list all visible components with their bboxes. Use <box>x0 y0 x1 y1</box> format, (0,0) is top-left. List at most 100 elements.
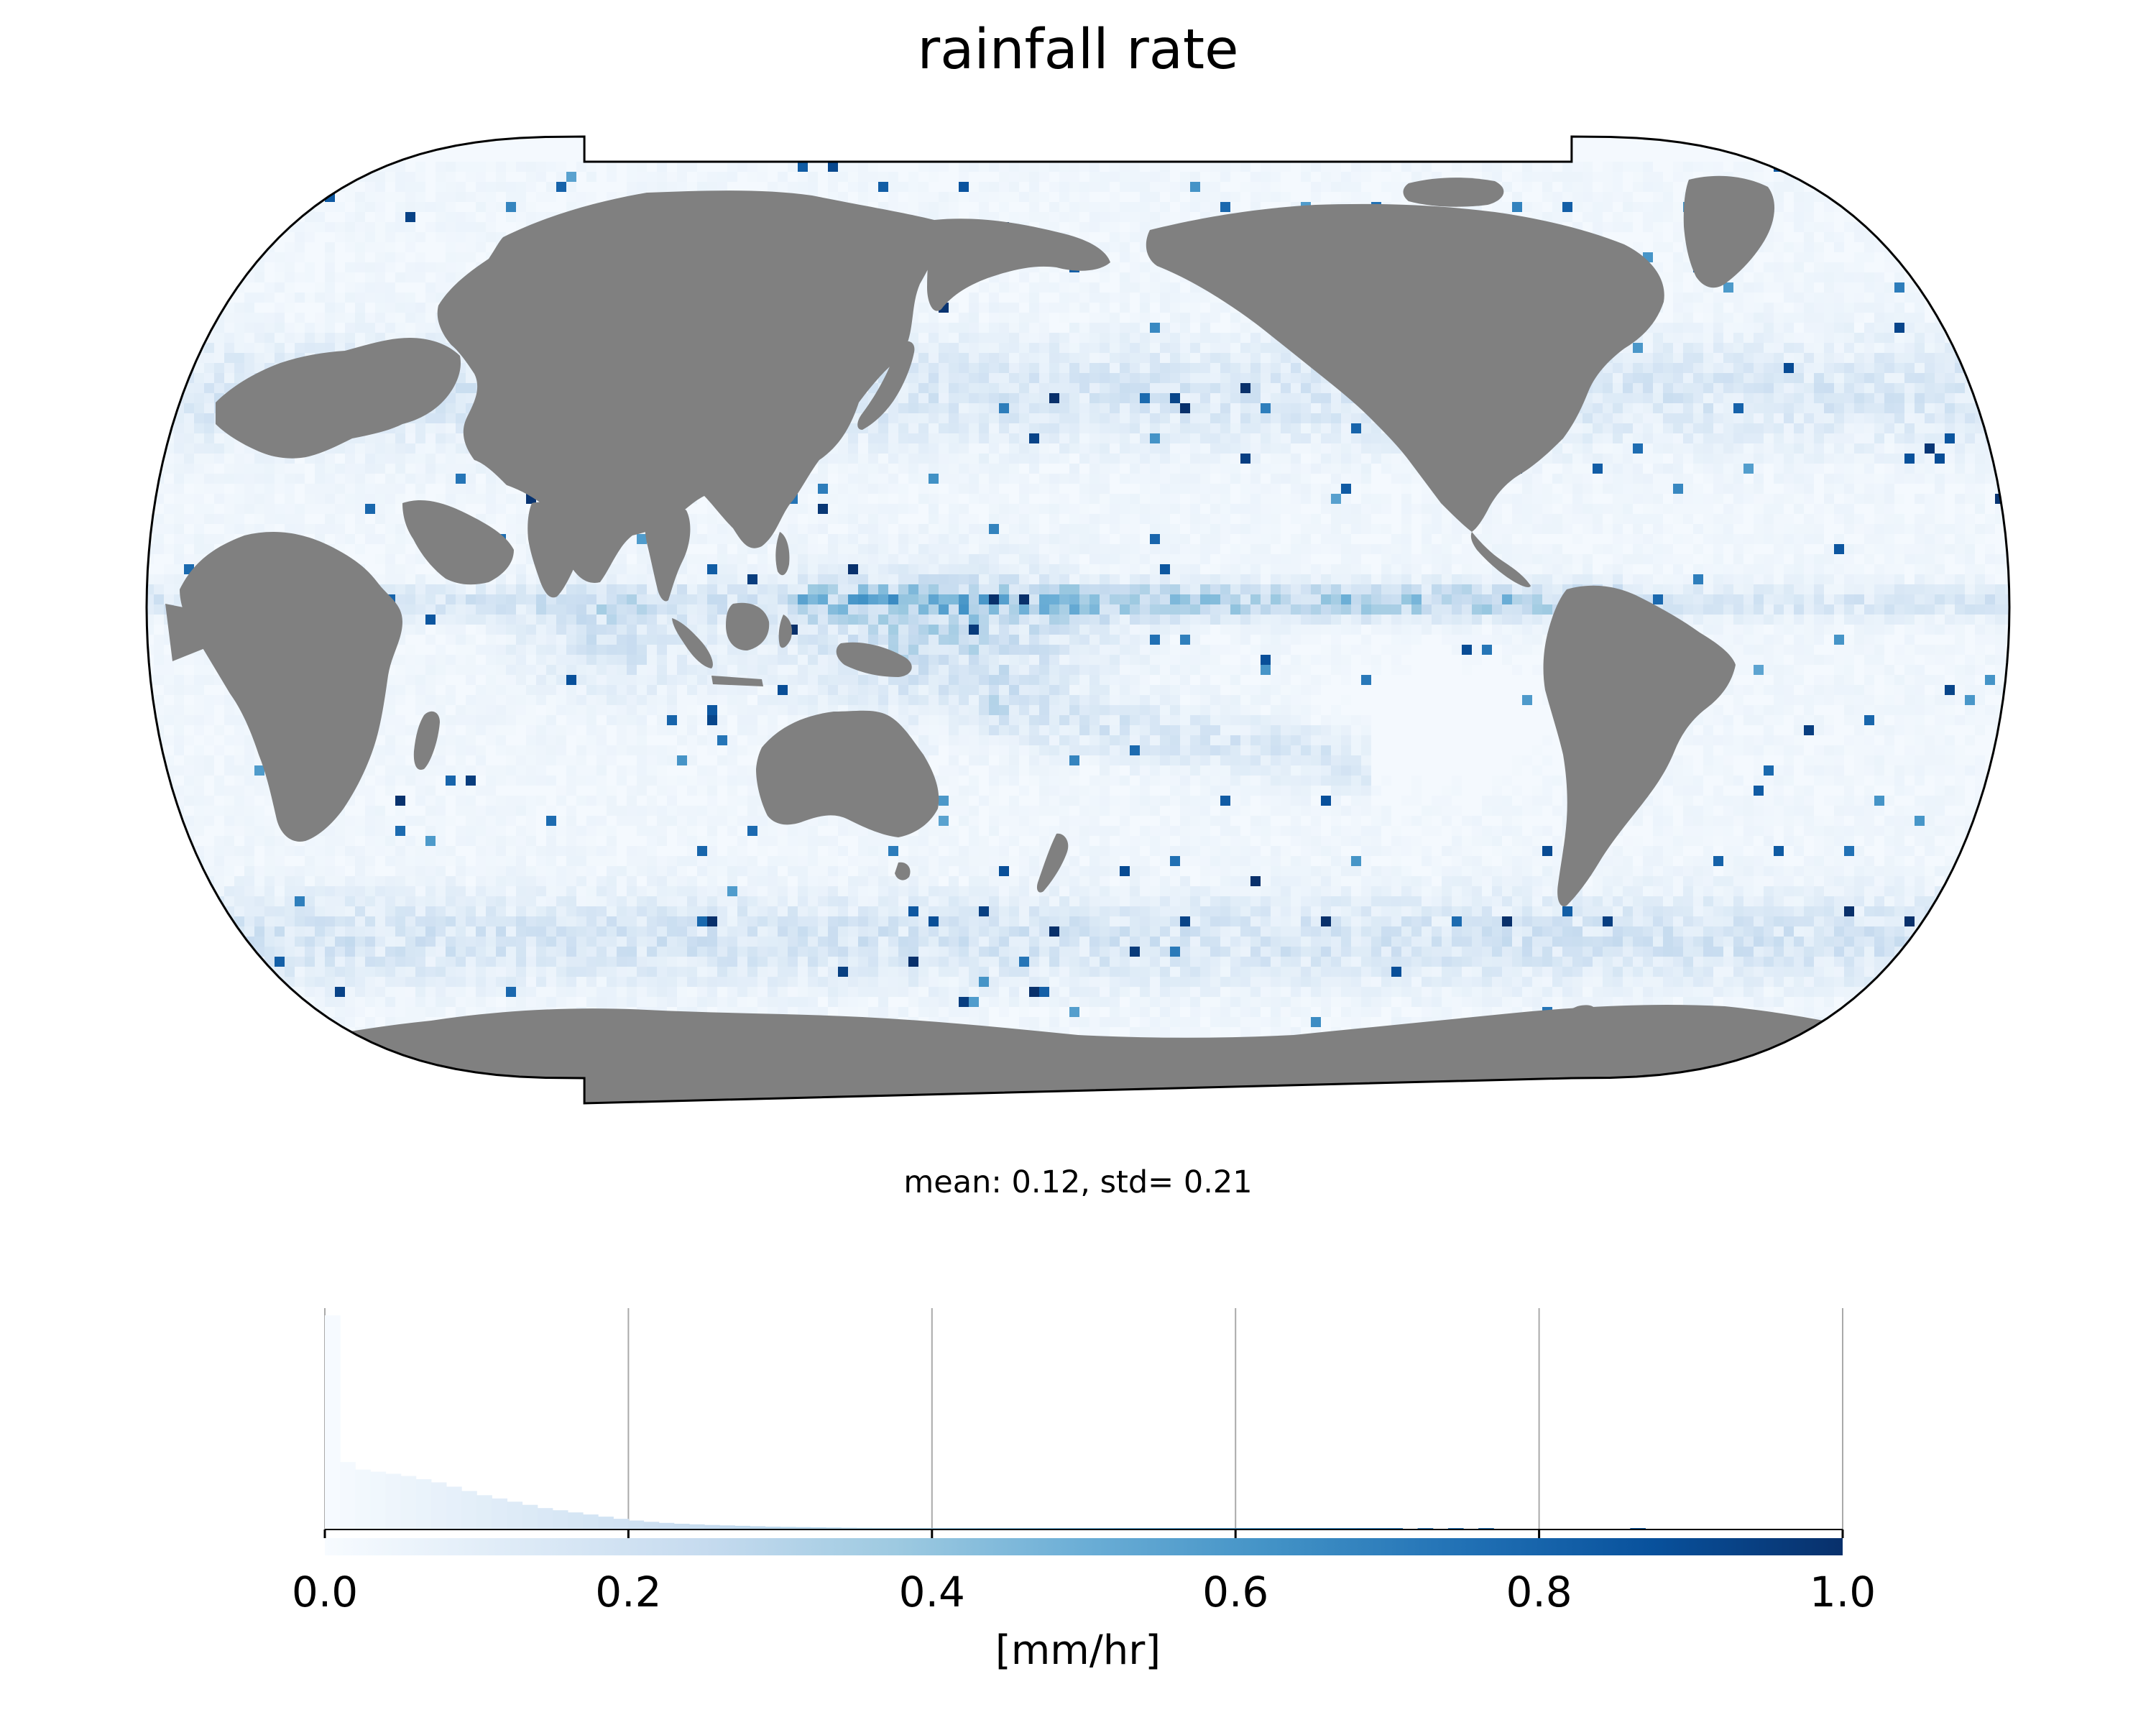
precipitation-cell <box>224 474 234 484</box>
precipitation-cell <box>365 293 375 303</box>
precipitation-cell <box>1110 383 1120 393</box>
precipitation-cell <box>1150 393 1160 403</box>
precipitation-cell <box>1311 413 1321 423</box>
precipitation-cell <box>989 282 999 293</box>
precipitation-cell <box>1693 282 1703 293</box>
precipitation-cell <box>1281 443 1291 454</box>
precipitation-cell <box>1180 373 1190 383</box>
precipitation-cell <box>1824 232 1834 242</box>
precipitation-cell <box>275 282 285 293</box>
precipitation-cell <box>1089 464 1100 474</box>
precipitation-cell <box>969 423 979 433</box>
precipitation-cell <box>1633 393 1643 403</box>
precipitation-cell <box>345 232 355 242</box>
precipitation-cell <box>1180 464 1190 474</box>
precipitation-cell <box>949 403 959 413</box>
precipitation-cell <box>1834 464 1844 474</box>
precipitation-cell <box>1733 363 1743 373</box>
precipitation-cell <box>385 293 395 303</box>
precipitation-cell <box>1844 333 1854 343</box>
precipitation-cell <box>1160 413 1170 423</box>
precipitation-cell <box>1995 413 2005 423</box>
precipitation-cell <box>2005 192 2009 202</box>
precipitation-cell <box>1985 313 1995 323</box>
precipitation-cell <box>2005 172 2009 182</box>
precipitation-cell <box>305 192 315 202</box>
precipitation-cell <box>637 172 647 182</box>
precipitation-cell <box>1170 182 1180 192</box>
precipitation-cell <box>888 172 898 182</box>
precipitation-cell <box>1894 232 1904 242</box>
precipitation-cell <box>848 433 858 443</box>
precipitation-cell <box>757 172 768 182</box>
precipitation-cell <box>1874 423 1884 433</box>
precipitation-cell <box>1059 182 1069 192</box>
precipitation-cell <box>1784 363 1794 373</box>
precipitation-cell <box>1583 172 1593 182</box>
precipitation-cell <box>959 363 969 373</box>
precipitation-cell <box>1110 433 1120 443</box>
precipitation-cell <box>1180 393 1190 403</box>
precipitation-cell <box>275 192 285 202</box>
precipitation-cell <box>1019 393 1029 403</box>
precipitation-cell <box>1975 373 1985 383</box>
precipitation-cell <box>1884 343 1894 353</box>
precipitation-cell <box>878 433 888 443</box>
precipitation-cell <box>657 162 667 172</box>
precipitation-cell <box>1059 423 1069 433</box>
precipitation-cell <box>979 443 989 454</box>
precipitation-cell <box>1089 313 1100 323</box>
precipitation-cell <box>1935 333 1945 343</box>
precipitation-cell <box>1915 433 1925 443</box>
precipitation-cell <box>1854 363 1864 373</box>
precipitation-cell <box>1170 313 1180 323</box>
precipitation-cell <box>918 162 929 172</box>
precipitation-cell <box>1572 162 1583 172</box>
precipitation-cell <box>147 373 154 383</box>
precipitation-cell <box>1250 202 1261 212</box>
precipitation-cell <box>627 182 637 192</box>
precipitation-cell <box>1623 403 1633 413</box>
precipitation-cell <box>1904 433 1915 443</box>
precipitation-cell <box>939 403 949 413</box>
precipitation-cell <box>1633 403 1643 413</box>
precipitation-cell <box>1110 343 1120 353</box>
precipitation-cell <box>325 464 335 474</box>
precipitation-cell <box>1884 162 1894 172</box>
precipitation-cell <box>1250 383 1261 393</box>
precipitation-cell <box>1985 353 1995 363</box>
precipitation-cell <box>275 202 285 212</box>
precipitation-cell <box>929 162 939 172</box>
precipitation-cell <box>395 323 405 333</box>
precipitation-cell <box>214 333 224 343</box>
precipitation-cell <box>1955 423 1965 433</box>
precipitation-cell <box>1824 363 1834 373</box>
precipitation-cell <box>1100 323 1110 333</box>
precipitation-cell <box>1180 383 1190 393</box>
precipitation-cell <box>1049 333 1059 343</box>
precipitation-cell <box>1774 353 1784 363</box>
precipitation-cell <box>1029 403 1039 413</box>
precipitation-cell <box>989 433 999 443</box>
precipitation-cell <box>154 272 164 282</box>
precipitation-cell <box>1110 454 1120 464</box>
precipitation-cell <box>204 343 214 353</box>
precipitation-cell <box>1673 403 1683 413</box>
precipitation-cell <box>1351 464 1361 474</box>
precipitation-cell <box>1925 343 1935 353</box>
precipitation-cell <box>1210 353 1220 363</box>
precipitation-cell <box>1985 323 1995 333</box>
precipitation-cell <box>1804 393 1814 403</box>
precipitation-cell <box>365 202 375 212</box>
precipitation-cell <box>1150 353 1160 363</box>
precipitation-cell <box>264 343 275 353</box>
precipitation-cell <box>989 333 999 343</box>
precipitation-cell <box>908 172 918 182</box>
precipitation-cell <box>918 373 929 383</box>
precipitation-cell <box>395 313 405 323</box>
precipitation-cell <box>405 182 415 192</box>
precipitation-cell <box>808 172 818 182</box>
precipitation-cell <box>888 192 898 202</box>
precipitation-cell <box>1814 464 1824 474</box>
precipitation-cell <box>1331 403 1341 413</box>
